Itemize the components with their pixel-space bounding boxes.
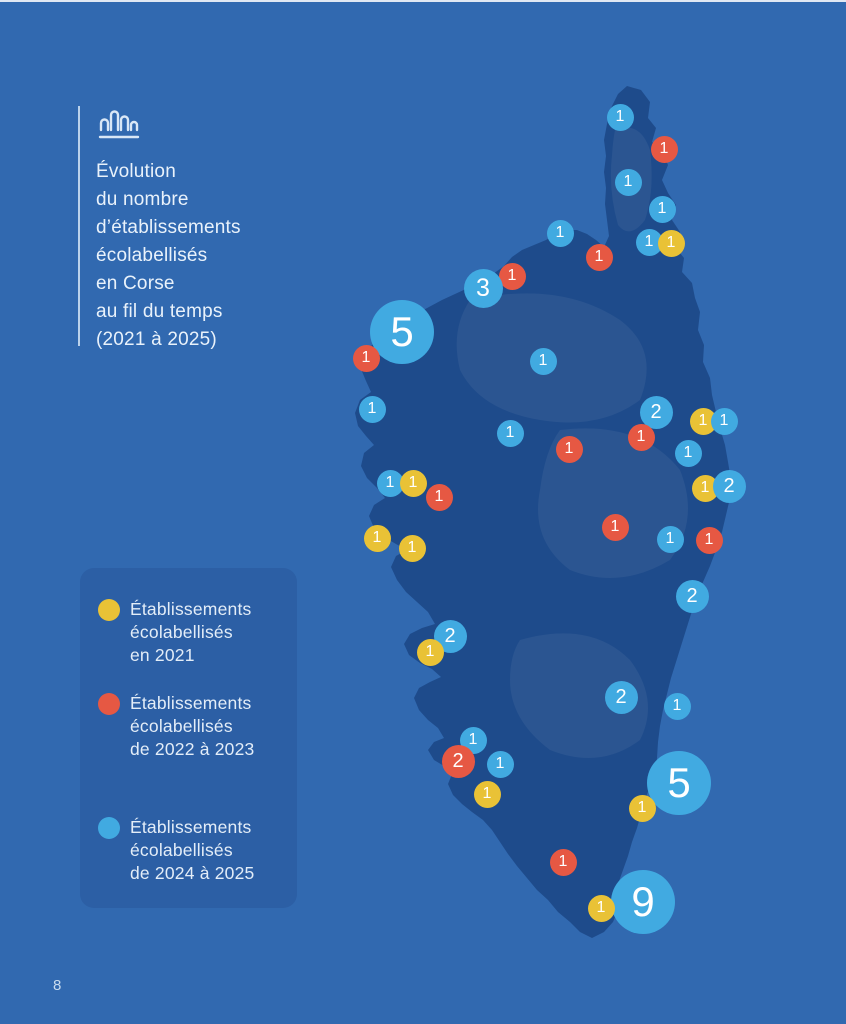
legend-label-line: Établissements: [130, 817, 252, 837]
map-bubble: 1: [648, 195, 676, 223]
map-bubble: 1: [398, 534, 426, 562]
title-block: Évolution du nombre d’établissements éco…: [78, 103, 241, 354]
map-bubble: 1: [416, 638, 444, 666]
map-bubble: 1: [486, 750, 514, 778]
map-bubble: 1: [663, 692, 691, 720]
map-bubble: 2: [441, 744, 475, 778]
legend-label-line: Établissements: [130, 599, 252, 619]
map-bubble: 5: [370, 300, 434, 364]
legend-dot-red: [98, 693, 120, 715]
page-number: 8: [53, 977, 62, 994]
legend-label: Établissements écolabellisés de 2022 à 2…: [130, 692, 254, 761]
map-bubble: 1: [710, 407, 738, 435]
legend-item-2021: Établissements écolabellisés en 2021: [98, 598, 251, 667]
map-bubble: 1: [376, 469, 404, 497]
map-bubble: 2: [712, 469, 746, 503]
map-bubble: 1: [425, 483, 453, 511]
title-line: (2021 à 2025): [96, 329, 217, 350]
map-bubble: 1: [628, 794, 656, 822]
map-bubble: 1: [363, 524, 391, 552]
map-bubble: 2: [604, 680, 638, 714]
map-bubble: 1: [399, 469, 427, 497]
legend: Établissements écolabellisés en 2021 Éta…: [80, 568, 297, 908]
map-bubble: 1: [496, 419, 524, 447]
title-line: du nombre: [96, 189, 189, 210]
map-bubble: 1: [498, 262, 526, 290]
legend-label-line: écolabellisés: [130, 840, 233, 860]
map-bubble: 1: [695, 526, 723, 554]
map-bubble: 1: [689, 407, 717, 435]
map-bubble: 1: [587, 894, 615, 922]
map-bubble: 2: [675, 579, 709, 613]
map-bubble: 9: [611, 870, 675, 934]
map-bubble: 1: [657, 229, 685, 257]
corsica-island-shape: [355, 86, 731, 938]
legend-dot-blue: [98, 817, 120, 839]
legend-label-line: de 2024 à 2025: [130, 863, 255, 883]
title-line: écolabellisés: [96, 245, 208, 266]
map-bubble: 1: [614, 168, 642, 196]
legend-item-2024-2025: Établissements écolabellisés de 2024 à 2…: [98, 816, 254, 885]
legend-label-line: écolabellisés: [130, 716, 233, 736]
title-line: Évolution: [96, 161, 176, 182]
legend-label-line: Établissements: [130, 693, 252, 713]
legend-label: Établissements écolabellisés de 2024 à 2…: [130, 816, 254, 885]
title-line: en Corse: [96, 273, 175, 294]
map-bubble: 1: [352, 344, 380, 372]
map-bubble: 1: [601, 513, 629, 541]
map-bubble: 1: [656, 525, 684, 553]
map-bubble: 1: [585, 243, 613, 271]
map-bubble: 3: [463, 268, 503, 308]
map-bubble: 1: [606, 103, 634, 131]
legend-label-line: en 2021: [130, 645, 195, 665]
map-bubble: 1: [549, 848, 577, 876]
legend-item-2022-2023: Établissements écolabellisés de 2022 à 2…: [98, 692, 254, 761]
map-bubble: 2: [639, 395, 673, 429]
title-rule: [78, 106, 80, 346]
title-line: au fil du temps: [96, 301, 223, 322]
legend-label-line: écolabellisés: [130, 622, 233, 642]
bar-chart-icon: [98, 110, 140, 139]
map-bubble: 5: [647, 751, 711, 815]
map-bubble: 1: [627, 423, 655, 451]
map-bubble: 1: [674, 439, 702, 467]
page-title: Évolution du nombre d’établissements éco…: [96, 158, 241, 354]
map-bubble: 1: [546, 219, 574, 247]
terrain-relief: [456, 127, 688, 758]
title-line: d’établissements: [96, 217, 241, 238]
map-bubble: 1: [529, 347, 557, 375]
legend-dot-yellow: [98, 599, 120, 621]
map-bubble: 1: [358, 395, 386, 423]
legend-label-line: de 2022 à 2023: [130, 739, 255, 759]
map-bubble: 1: [555, 435, 583, 463]
legend-label: Établissements écolabellisés en 2021: [130, 598, 251, 667]
map-bubble: 1: [650, 135, 678, 163]
map-bubble: 1: [473, 780, 501, 808]
